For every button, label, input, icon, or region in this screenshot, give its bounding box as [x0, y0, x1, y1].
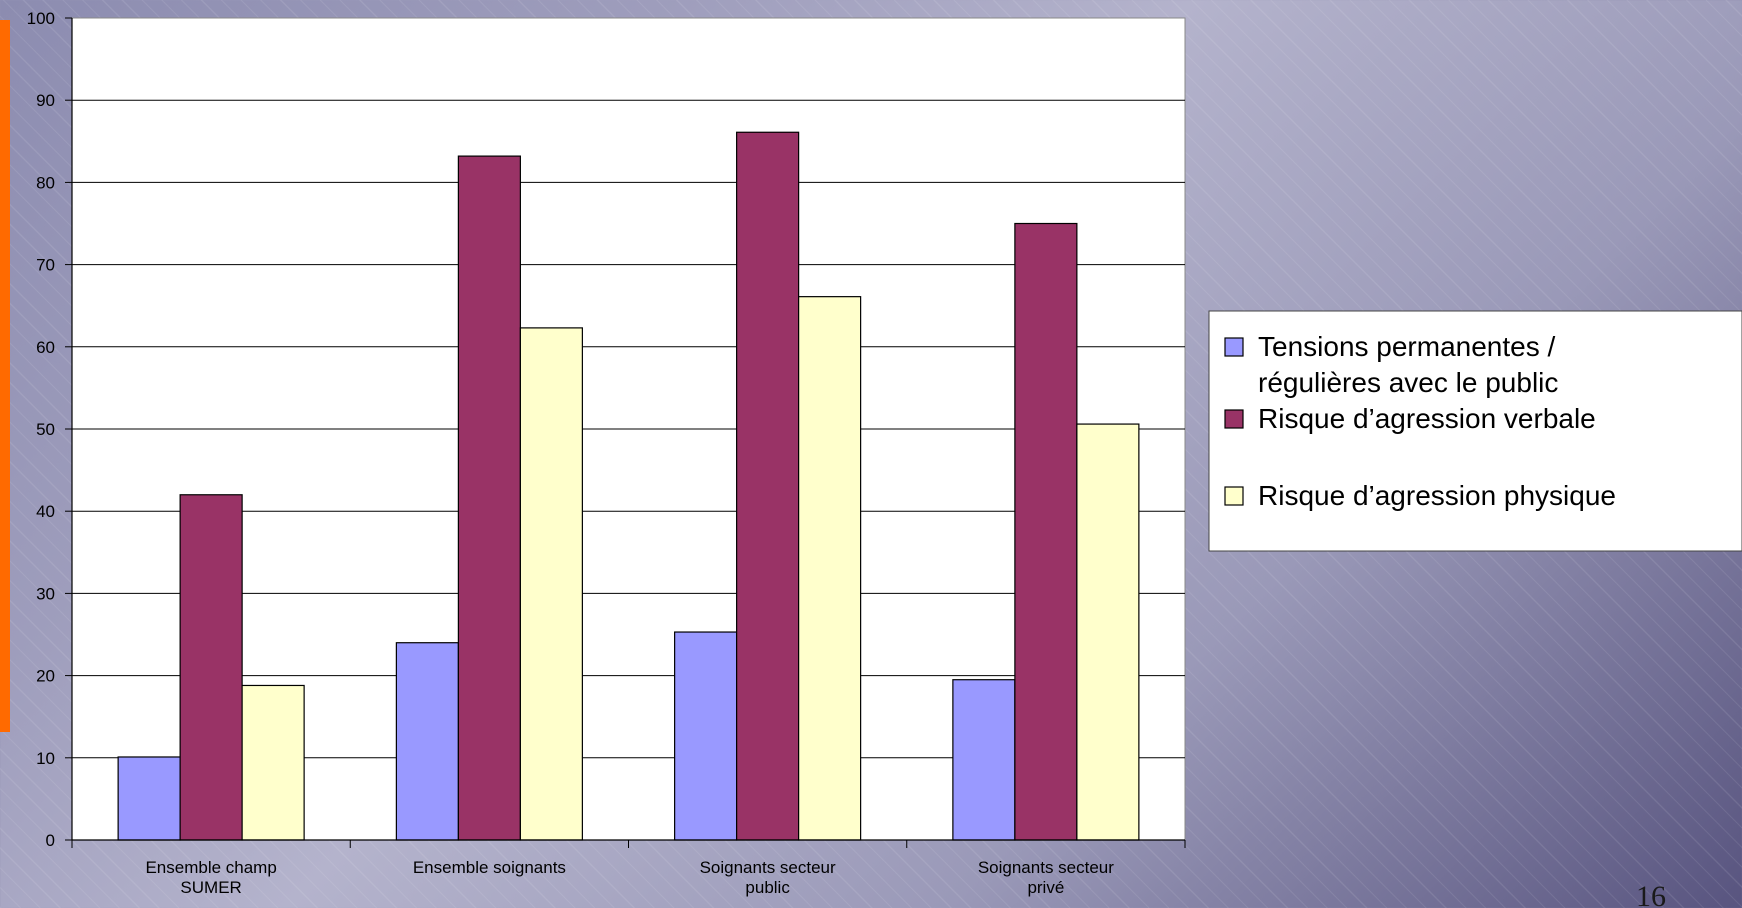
- y-tick-label: 20: [36, 667, 55, 686]
- legend-label-2: Risque d’agression verbale: [1258, 403, 1596, 434]
- bar-1-3: [674, 631, 738, 841]
- legend-swatch-3: [1224, 486, 1244, 506]
- bars: [117, 131, 1140, 841]
- y-tick-label: 90: [36, 91, 55, 110]
- y-tick-label: 30: [36, 584, 55, 603]
- x-tick-label: Ensemble champ SUMER: [145, 858, 276, 897]
- bar-2-2: [457, 155, 521, 841]
- y-tick-label: 70: [36, 256, 55, 275]
- x-tick-label-line: public: [745, 878, 790, 897]
- bar-3-4: [1076, 423, 1140, 841]
- x-tick-label: Soignants secteur privé: [978, 858, 1114, 897]
- y-tick-label: 100: [27, 9, 55, 28]
- bar-3-1: [241, 684, 305, 841]
- legend-label-3: Risque d’agression physique: [1258, 480, 1616, 511]
- x-tick-label: Soignants secteur public: [700, 858, 836, 897]
- bar-3-3: [798, 296, 862, 841]
- x-tick-label-line: Ensemble soignants: [413, 858, 566, 877]
- x-tick-label-line: Ensemble champ: [145, 858, 276, 877]
- y-tick-label: 50: [36, 420, 55, 439]
- bar-2-3: [736, 131, 800, 841]
- y-tick-label: 80: [36, 173, 55, 192]
- bar-1-4: [952, 679, 1016, 841]
- bar-2-4: [1014, 222, 1078, 841]
- legend-swatch-2: [1224, 409, 1244, 429]
- bar-3-2: [519, 327, 583, 841]
- bar-1-1: [117, 756, 181, 841]
- legend-label-line: Risque d’agression physique: [1258, 480, 1616, 511]
- bar-2-1: [179, 494, 243, 841]
- legend: Tensions permanentes / régulières avec le…: [1208, 310, 1742, 552]
- y-tick-label: 40: [36, 502, 55, 521]
- x-tick-label-line: privé: [1027, 878, 1064, 897]
- accent-bar: [0, 20, 10, 732]
- y-tick-label: 10: [36, 749, 55, 768]
- x-tick-label-line: SUMER: [180, 878, 241, 897]
- bar-1-2: [395, 642, 459, 841]
- legend-label-line: Risque d’agression verbale: [1258, 403, 1596, 434]
- y-tick-label: 0: [46, 831, 55, 850]
- y-tick-label: 60: [36, 338, 55, 357]
- legend-label-line: régulières avec le public: [1258, 367, 1558, 398]
- legend-box: [1208, 310, 1742, 552]
- x-tick-label: Ensemble soignants: [413, 858, 566, 877]
- legend-swatch-1: [1224, 337, 1244, 357]
- legend-label-line: Tensions permanentes /: [1258, 331, 1556, 362]
- x-tick-label-line: Soignants secteur: [700, 858, 836, 877]
- axes: 0 10 20 30 40 50 60 70 80 90 100 Ensemble champ SUME…: [27, 9, 1186, 897]
- x-tick-label-line: Soignants secteur: [978, 858, 1114, 877]
- slide-number: 16: [1636, 880, 1666, 908]
- legend-label-1: Tensions permanentes / régulières avec le…: [1258, 331, 1558, 398]
